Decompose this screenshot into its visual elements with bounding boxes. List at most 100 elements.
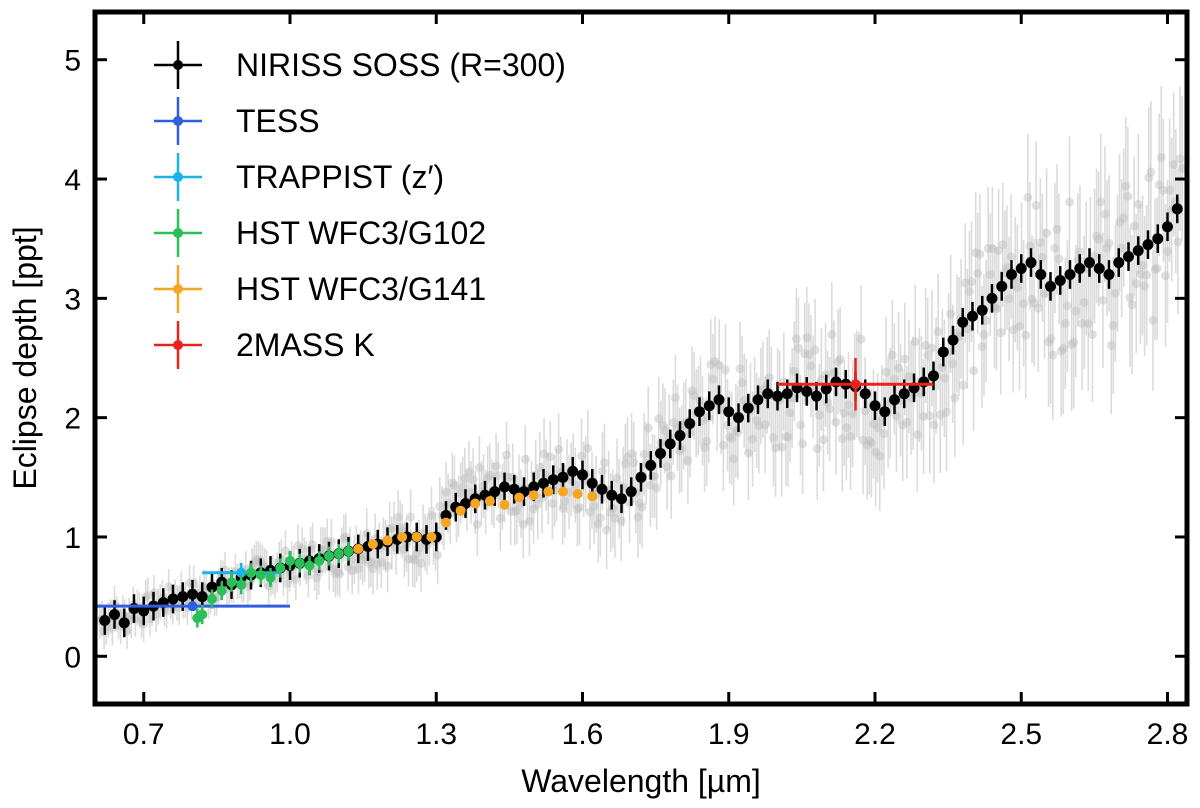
data-point [547, 474, 559, 486]
native-point [887, 350, 897, 360]
data-point [187, 588, 198, 600]
legend-label: TRAPPIST (z′) [236, 159, 444, 195]
native-point [1163, 246, 1173, 256]
native-point [1133, 199, 1143, 209]
data-point [1035, 268, 1047, 280]
native-point [941, 407, 951, 417]
native-point [1083, 319, 1093, 329]
data-point [118, 617, 130, 629]
native-point [898, 420, 908, 430]
native-point [948, 359, 958, 369]
data-point [167, 593, 179, 605]
native-point [616, 516, 626, 526]
native-point [403, 554, 413, 564]
native-point [1023, 192, 1033, 202]
x-axis: 0.7 1.0 1.3 1.6 1.9 2.2 2.5 2.8 [123, 12, 1188, 751]
native-point [353, 564, 363, 574]
x-tick-label: 0.7 [123, 718, 165, 751]
native-point [881, 367, 891, 377]
native-point [441, 487, 451, 497]
native-point [508, 472, 518, 482]
data-point [572, 489, 583, 500]
data-point [957, 316, 969, 328]
data-point [947, 334, 959, 346]
legend-label: NIRISS SOSS (R=300) [236, 47, 566, 83]
native-point [902, 417, 912, 427]
y-tick-label: 4 [64, 164, 81, 197]
native-point [1175, 154, 1185, 164]
y-axis-label: Eclipse depth [ppt] [7, 226, 43, 489]
native-point [964, 287, 974, 297]
native-point [391, 543, 401, 553]
legend-label: HST WFC3/G102 [236, 215, 486, 251]
data-point [976, 304, 988, 316]
data-point [694, 406, 705, 418]
data-point [820, 383, 832, 395]
native-point [875, 451, 885, 461]
native-point [1058, 344, 1068, 354]
native-point [683, 455, 693, 465]
native-point [1006, 252, 1016, 262]
native-point [1004, 294, 1014, 304]
data-point [635, 471, 647, 483]
native-point [894, 363, 904, 373]
native-point [612, 473, 622, 483]
native-point [1123, 191, 1133, 201]
native-point [729, 454, 739, 464]
data-point [514, 492, 525, 503]
data-point [294, 558, 305, 569]
x-tick-label: 1.6 [562, 718, 604, 751]
native-point [702, 436, 712, 446]
native-point [1158, 185, 1168, 195]
native-point [629, 458, 639, 468]
native-point [143, 590, 153, 600]
data-point [655, 447, 666, 459]
native-point [979, 330, 989, 340]
data-point [967, 310, 978, 322]
legend-marker [173, 228, 183, 238]
x-axis-label: Wavelength [µm] [521, 763, 761, 799]
data-point [187, 601, 198, 612]
native-point [973, 268, 983, 278]
native-point [491, 461, 501, 471]
native-point [1131, 279, 1141, 289]
native-point [939, 373, 949, 383]
data-point [382, 535, 393, 546]
native-point [406, 512, 416, 522]
native-point [524, 516, 534, 526]
native-point [1173, 237, 1183, 247]
data-point [109, 609, 120, 621]
x-tick-label: 2.5 [1000, 718, 1042, 751]
y-tick-label: 1 [64, 522, 81, 555]
native-point [479, 481, 489, 491]
native-point [904, 372, 914, 382]
native-point [1050, 243, 1060, 253]
native-point [843, 400, 853, 410]
data-point [99, 614, 111, 626]
native-point [464, 467, 474, 477]
data-point [397, 531, 408, 542]
data-point [226, 577, 237, 588]
data-point [703, 400, 715, 412]
native-point [816, 375, 826, 385]
native-point [996, 328, 1006, 338]
series-5 [777, 358, 934, 411]
data-point [801, 385, 813, 397]
legend-label: TESS [236, 103, 320, 139]
data-point [353, 543, 364, 554]
data-point [811, 390, 822, 402]
data-point [557, 471, 569, 483]
x-tick-label: 1.9 [708, 718, 750, 751]
native-point [856, 334, 866, 344]
data-point [528, 490, 539, 501]
native-point [627, 449, 637, 459]
native-point [818, 435, 828, 445]
native-point [1021, 330, 1031, 340]
data-point [723, 406, 735, 418]
data-point [616, 493, 627, 505]
data-point [937, 346, 949, 358]
native-point [1031, 200, 1041, 210]
native-point [393, 512, 403, 522]
data-point [426, 531, 437, 542]
native-point [946, 309, 956, 319]
